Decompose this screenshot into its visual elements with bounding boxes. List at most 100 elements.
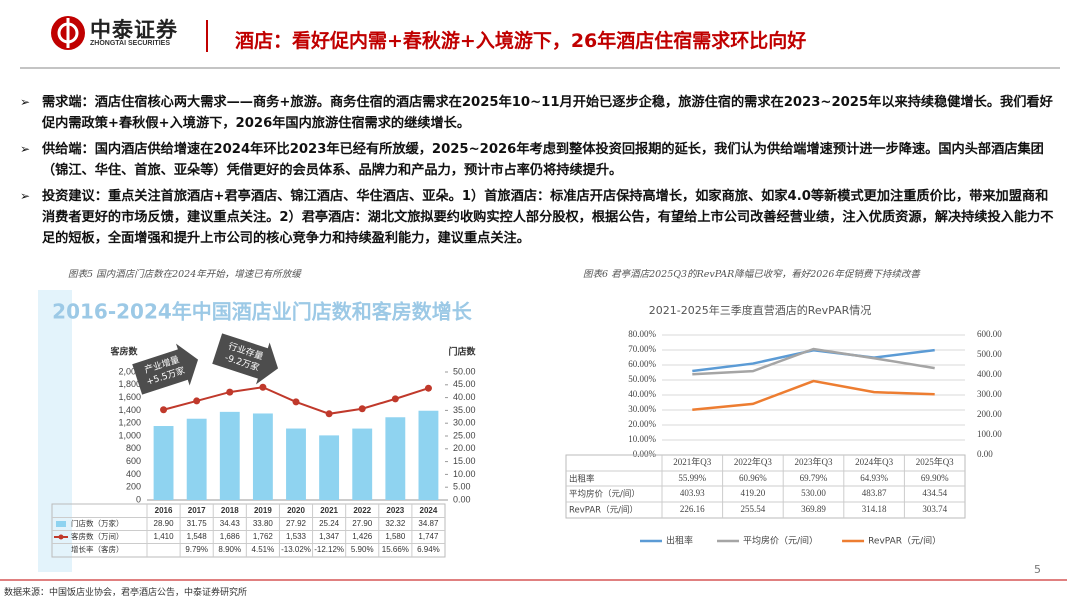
page-number: 5 (1034, 563, 1041, 576)
table-value: 4.51% (252, 545, 275, 554)
table-value: 8.90% (218, 545, 241, 554)
legend-label: RevPAR（元/间） (868, 535, 941, 547)
x-tick-label: 2021 (320, 506, 338, 515)
y2-tick-label: 45.00 (453, 379, 476, 389)
bullet-text: 酒店住宿核心两大需求——商务+旅游。商务住宿的酒店需求在2025年10~11月开… (42, 95, 1053, 131)
bullet-label: 投资建议： (42, 189, 108, 204)
bullet-list: 需求端：酒店住宿核心两大需求——商务+旅游。商务住宿的酒店需求在2025年10~… (20, 92, 1055, 254)
bullet: 需求端：酒店住宿核心两大需求——商务+旅游。商务住宿的酒店需求在2025年10~… (20, 92, 1055, 134)
y2-tick-label: 0.00 (977, 449, 993, 459)
annotation: 产业增量+5.5万家 (132, 343, 199, 395)
table-value: 1,410 (154, 532, 175, 541)
x-tick-label: 2018 (221, 506, 239, 515)
legend-label: 客房数（万间） (71, 531, 124, 541)
bullet-label: 需求端： (42, 95, 95, 110)
bar (319, 435, 340, 500)
table-value: 303.74 (922, 504, 947, 514)
table-value: 1,747 (418, 532, 439, 541)
bar (186, 418, 207, 500)
table-value: 69.90% (921, 473, 949, 483)
y-tick-label: 30.00% (628, 404, 656, 414)
table-value: 403.93 (680, 488, 705, 498)
bar (352, 428, 373, 500)
table-value: 28.90 (154, 519, 175, 528)
point (292, 398, 300, 406)
point (226, 388, 234, 396)
legend-label: 门店数（万家） (71, 518, 124, 528)
logo-subtext: ZHONGTAI SECURITIES (90, 40, 170, 47)
table-value: 434.54 (922, 488, 947, 498)
bullet-text: 国内酒店供给增速在2024年环比2023年已经有所放缓，2025~2026年考虑… (42, 142, 1044, 178)
legend-swatch (56, 521, 66, 527)
x-tick-label: 2020 (287, 506, 305, 515)
y-tick-label: 1,000 (118, 430, 141, 440)
left-chart-decor (38, 290, 72, 572)
table-value: 255.54 (741, 504, 766, 514)
y2-tick-label: 40.00 (453, 392, 476, 402)
figure-caption: 图表5 国内酒店门店数在2024年开始，增速已有所放缓 (68, 269, 301, 280)
table-value: 1,347 (319, 532, 340, 541)
y2-tick-label: 20.00 (453, 443, 476, 453)
x-tick-label: 2024年Q3 (855, 456, 893, 467)
table-value: 9.79% (185, 545, 208, 554)
slide-title: 酒店：看好促内需+春秋游+入境游下，26年酒店住宿需求环比向好 (235, 30, 807, 52)
chart-title: 2021-2025年三季度直营酒店的RevPAR情况 (649, 303, 871, 317)
table-value: 1,533 (286, 532, 307, 541)
table-value: 1,548 (187, 532, 208, 541)
point (358, 405, 366, 413)
y2-tick-label: 30.00 (453, 418, 476, 428)
line (692, 348, 935, 373)
x-tick-label: 2024 (420, 506, 438, 515)
table-value: 60.96% (739, 473, 767, 483)
table-value: 5.90% (351, 545, 374, 554)
y2-tick-label: 0.00 (453, 494, 471, 504)
point (391, 395, 399, 403)
table-row-label: 增长率（客房） (71, 544, 124, 554)
bullet: 供给端：国内酒店供给增速在2024年环比2023年已经有所放缓，2025~202… (20, 139, 1055, 181)
table-value: 31.75 (187, 519, 208, 528)
y-tick-label: 600 (126, 456, 141, 466)
table-value: 32.32 (385, 519, 406, 528)
line (692, 379, 935, 412)
y-tick-label: 0 (136, 494, 141, 504)
table-value: -13.02% (281, 545, 311, 554)
source-note: 数据来源：中国饭店业协会，君亭酒店公告，中泰证券研究所 (4, 588, 248, 598)
x-tick-label: 2022年Q3 (734, 456, 772, 467)
table-row-label: 平均房价（元/间） (569, 489, 640, 500)
y-tick-label: 40.00% (628, 389, 656, 399)
y-axis-label: 客房数 (109, 346, 138, 358)
y2-tick-label: 35.00 (453, 405, 476, 415)
table-value: 27.92 (286, 519, 307, 528)
bar (385, 417, 406, 500)
y2-tick-label: 500.00 (977, 349, 1002, 359)
table-value: 33.80 (253, 519, 274, 528)
logo-text: 中泰证券 (90, 18, 178, 42)
table-value: 27.90 (352, 519, 373, 528)
table-value: 483.87 (862, 488, 887, 498)
x-tick-label: 2016 (155, 506, 173, 515)
table-value: 55.99% (678, 473, 706, 483)
y-tick-label: 50.00% (628, 374, 656, 384)
y2-tick-label: 300.00 (977, 389, 1002, 399)
table-row-label: RevPAR（元/间） (569, 505, 638, 516)
y2-axis-label: 门店数 (448, 346, 476, 358)
table-value: 419.20 (741, 488, 766, 498)
table-value: 15.66% (382, 545, 409, 554)
point (193, 397, 201, 405)
y-tick-label: 60.00% (628, 359, 656, 369)
x-tick-label: 2017 (188, 506, 206, 515)
table-value: 226.16 (680, 504, 705, 514)
bar (219, 411, 240, 500)
y-tick-label: 200 (126, 482, 141, 492)
bullet: 投资建议：重点关注首旅酒店+君亭酒店、锦江酒店、华住酒店、亚朵。1）首旅酒店：标… (20, 186, 1055, 249)
chart-title: 2016-2024年中国酒店业门店数和客房数增长 (52, 300, 473, 324)
y-tick-label: 400 (126, 469, 141, 479)
y-tick-label: 80.00% (628, 329, 656, 339)
legend-label: 平均房价（元/间） (743, 535, 818, 547)
table-value: -12.12% (314, 545, 344, 554)
y2-tick-label: 400.00 (977, 369, 1002, 379)
table-value: 69.79% (800, 473, 828, 483)
y-tick-label: 1,400 (118, 405, 141, 415)
bar (286, 428, 306, 500)
